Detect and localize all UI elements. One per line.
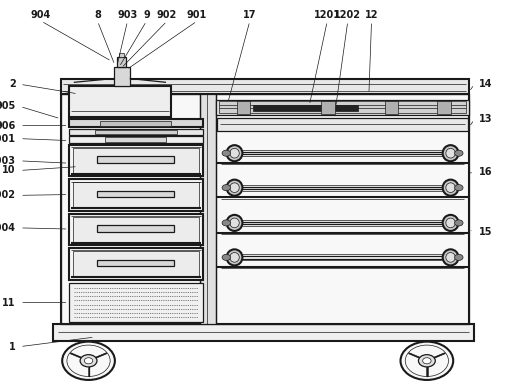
Bar: [97, 225, 174, 232]
Text: 905: 905: [0, 101, 16, 111]
Text: 1002: 1002: [0, 190, 16, 200]
Ellipse shape: [443, 145, 458, 161]
Circle shape: [80, 355, 97, 367]
Circle shape: [455, 220, 463, 226]
Ellipse shape: [446, 218, 455, 228]
Text: 1003: 1003: [0, 156, 16, 166]
Bar: [69, 136, 203, 143]
Text: 903: 903: [118, 10, 138, 20]
Circle shape: [222, 185, 230, 191]
Ellipse shape: [446, 148, 455, 158]
Bar: [73, 217, 199, 242]
Text: 15: 15: [479, 227, 492, 237]
Bar: [119, 53, 124, 57]
Text: 12: 12: [365, 10, 378, 20]
Circle shape: [455, 150, 463, 156]
Bar: [117, 57, 126, 67]
Ellipse shape: [446, 183, 455, 193]
Text: 8: 8: [94, 10, 101, 20]
Bar: [97, 156, 174, 163]
Circle shape: [222, 150, 230, 156]
Text: 14: 14: [479, 79, 492, 89]
Text: 901: 901: [187, 10, 207, 20]
Text: 2: 2: [9, 79, 16, 89]
Bar: [237, 101, 250, 114]
Bar: [69, 179, 203, 211]
Text: 9: 9: [143, 10, 150, 20]
Text: 906: 906: [0, 121, 16, 131]
Ellipse shape: [446, 252, 455, 262]
Text: 1: 1: [9, 342, 16, 352]
Bar: [69, 119, 203, 127]
Ellipse shape: [230, 183, 239, 193]
Ellipse shape: [227, 215, 242, 231]
Bar: [69, 214, 203, 245]
Bar: [385, 101, 398, 114]
Bar: [61, 94, 469, 324]
Text: 1004: 1004: [0, 223, 16, 233]
Bar: [97, 191, 174, 198]
Bar: [53, 324, 474, 341]
Circle shape: [222, 254, 230, 260]
Ellipse shape: [230, 148, 239, 158]
Ellipse shape: [230, 252, 239, 262]
Text: 11: 11: [2, 298, 16, 308]
Ellipse shape: [227, 180, 242, 196]
Bar: [105, 137, 166, 142]
Text: 13: 13: [479, 115, 492, 124]
Bar: [61, 94, 200, 324]
Text: 904: 904: [31, 10, 51, 20]
Ellipse shape: [230, 218, 239, 228]
Bar: [69, 145, 203, 176]
Circle shape: [455, 185, 463, 191]
Circle shape: [84, 358, 93, 364]
Bar: [219, 101, 466, 113]
Bar: [69, 283, 203, 322]
Ellipse shape: [227, 249, 242, 265]
Bar: [69, 86, 171, 117]
Bar: [114, 67, 130, 86]
Text: 16: 16: [479, 167, 492, 177]
Text: 1201: 1201: [314, 10, 341, 20]
Bar: [216, 94, 469, 324]
Ellipse shape: [227, 145, 242, 161]
Bar: [69, 129, 203, 135]
Bar: [437, 101, 451, 114]
Text: 10: 10: [2, 165, 16, 175]
Ellipse shape: [443, 180, 458, 196]
Bar: [69, 248, 203, 280]
Circle shape: [62, 342, 115, 380]
Bar: [97, 260, 174, 267]
Bar: [216, 100, 469, 115]
Circle shape: [423, 358, 431, 364]
Circle shape: [222, 220, 230, 226]
Bar: [321, 101, 335, 114]
Ellipse shape: [443, 215, 458, 231]
Bar: [95, 130, 177, 134]
Bar: [61, 79, 469, 94]
Circle shape: [418, 355, 435, 367]
Text: 902: 902: [157, 10, 177, 20]
Bar: [253, 105, 358, 111]
Text: 1001: 1001: [0, 134, 16, 144]
Bar: [73, 182, 199, 208]
Text: 17: 17: [243, 10, 257, 20]
Bar: [73, 148, 199, 173]
Ellipse shape: [443, 249, 458, 265]
Text: 1202: 1202: [334, 10, 362, 20]
Circle shape: [455, 254, 463, 260]
Bar: [100, 121, 171, 126]
Bar: [200, 94, 216, 324]
Circle shape: [401, 342, 453, 380]
Bar: [217, 118, 468, 131]
Bar: [73, 251, 199, 277]
